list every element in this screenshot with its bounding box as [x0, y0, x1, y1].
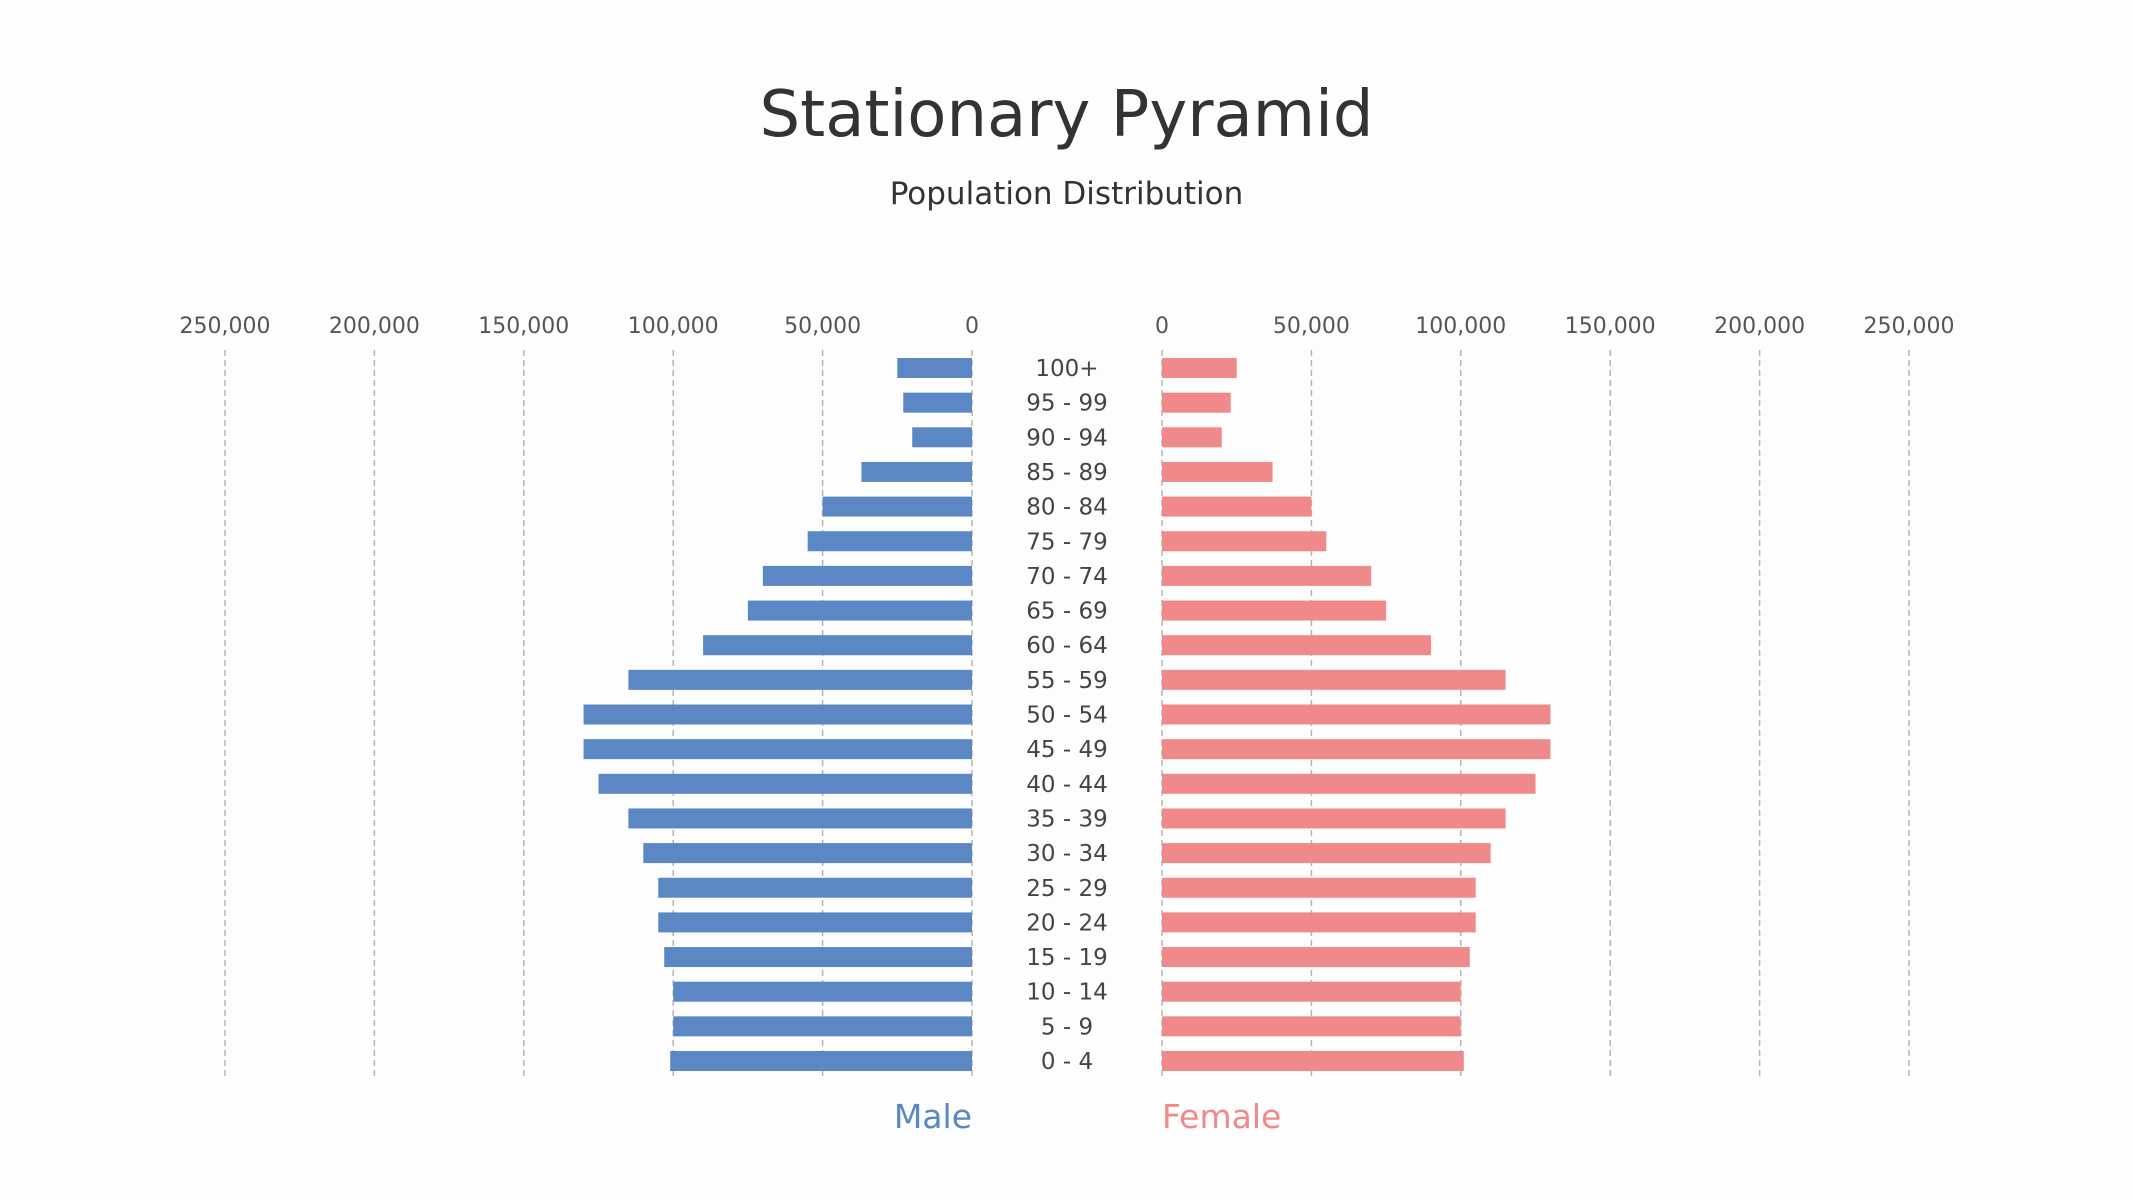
- age-group-label: 85 - 89: [1026, 460, 1107, 486]
- tick-label-left: 150,000: [478, 314, 569, 339]
- tick-label-right: 150,000: [1565, 314, 1656, 339]
- bar-female: [1162, 808, 1506, 829]
- bar-female: [1162, 358, 1237, 378]
- age-group-label: 25 - 29: [1026, 876, 1107, 902]
- bar-female: [1162, 669, 1506, 690]
- age-group-label: 20 - 24: [1026, 910, 1107, 936]
- bar-female: [1162, 843, 1491, 864]
- age-group-label: 65 - 69: [1026, 599, 1107, 625]
- tick-label-left: 50,000: [784, 314, 861, 339]
- bar-male: [807, 531, 972, 552]
- bar-female: [1162, 1016, 1461, 1037]
- chart-subtitle: Population Distribution: [889, 176, 1244, 212]
- bar-female: [1162, 912, 1476, 933]
- bar-female: [1162, 877, 1476, 898]
- bar-male: [903, 392, 972, 413]
- age-group-label: 5 - 9: [1041, 1014, 1093, 1040]
- tick-label-right: 50,000: [1273, 314, 1350, 339]
- tick-label-left: 100,000: [628, 314, 719, 339]
- bar-female: [1162, 496, 1312, 517]
- bar-female: [1162, 1051, 1464, 1071]
- bar-male: [658, 877, 972, 898]
- tick-label-left: 0: [965, 314, 979, 339]
- bar-female: [1162, 600, 1387, 621]
- age-group-label: 0 - 4: [1041, 1049, 1093, 1075]
- legend-male: Male: [894, 1097, 972, 1136]
- bar-male: [628, 669, 972, 690]
- bar-male: [673, 981, 972, 1002]
- bar-female: [1162, 635, 1431, 656]
- bar-female: [1162, 461, 1273, 482]
- tick-label-right: 0: [1155, 314, 1169, 339]
- age-group-label: 40 - 44: [1026, 772, 1107, 798]
- age-group-label: 35 - 39: [1026, 806, 1107, 832]
- category-labels: 100+ 95 - 99 90 - 94 85 - 89 80 - 84 75 - 79 7…: [1026, 356, 1107, 1075]
- age-group-label: 80 - 84: [1026, 495, 1107, 521]
- bar-male: [583, 704, 972, 725]
- age-group-label: 70 - 74: [1026, 564, 1107, 590]
- bar-female: [1162, 704, 1551, 725]
- bar-male: [912, 427, 972, 448]
- age-group-label: 30 - 34: [1026, 841, 1107, 867]
- bar-female: [1162, 565, 1372, 586]
- bar-male: [658, 912, 972, 933]
- legend: Male Female: [894, 1097, 1282, 1136]
- bar-male: [643, 843, 972, 864]
- bar-male: [673, 1016, 972, 1037]
- bar-female: [1162, 947, 1470, 968]
- bar-male: [664, 947, 972, 968]
- bar-male: [670, 1051, 972, 1071]
- axis-ticks: 250,000 200,000 150,000 100,000 50,000 0 0 50,0…: [180, 314, 1955, 339]
- tick-label-left: 200,000: [329, 314, 420, 339]
- age-group-label: 15 - 19: [1026, 945, 1107, 971]
- bar-male: [747, 600, 972, 621]
- bar-female: [1162, 773, 1536, 794]
- bars: [583, 358, 1551, 1071]
- age-group-label: 60 - 64: [1026, 633, 1107, 659]
- age-group-label: 55 - 59: [1026, 668, 1107, 694]
- bar-female: [1162, 392, 1231, 413]
- bar-female: [1162, 739, 1551, 760]
- tick-label-right: 250,000: [1864, 314, 1955, 339]
- tick-label-right: 100,000: [1415, 314, 1506, 339]
- bar-female: [1162, 427, 1222, 448]
- age-group-label: 50 - 54: [1026, 703, 1107, 729]
- bar-male: [822, 496, 972, 517]
- age-group-label: 100+: [1035, 356, 1098, 382]
- bar-male: [583, 739, 972, 760]
- age-group-label: 45 - 49: [1026, 737, 1107, 763]
- bar-male: [628, 808, 972, 829]
- legend-female: Female: [1162, 1097, 1281, 1136]
- bar-male: [703, 635, 972, 656]
- bar-male: [598, 773, 972, 794]
- age-group-label: 90 - 94: [1026, 425, 1107, 451]
- bar-female: [1162, 981, 1461, 1002]
- tick-label-right: 200,000: [1714, 314, 1805, 339]
- bar-male: [762, 565, 972, 586]
- tick-label-left: 250,000: [180, 314, 271, 339]
- bar-male: [861, 461, 972, 482]
- age-group-label: 75 - 79: [1026, 529, 1107, 555]
- age-group-label: 95 - 99: [1026, 391, 1107, 417]
- bar-male: [897, 358, 972, 378]
- chart-title: Stationary Pyramid: [759, 78, 1374, 152]
- age-group-label: 10 - 14: [1026, 980, 1107, 1006]
- bar-female: [1162, 531, 1327, 552]
